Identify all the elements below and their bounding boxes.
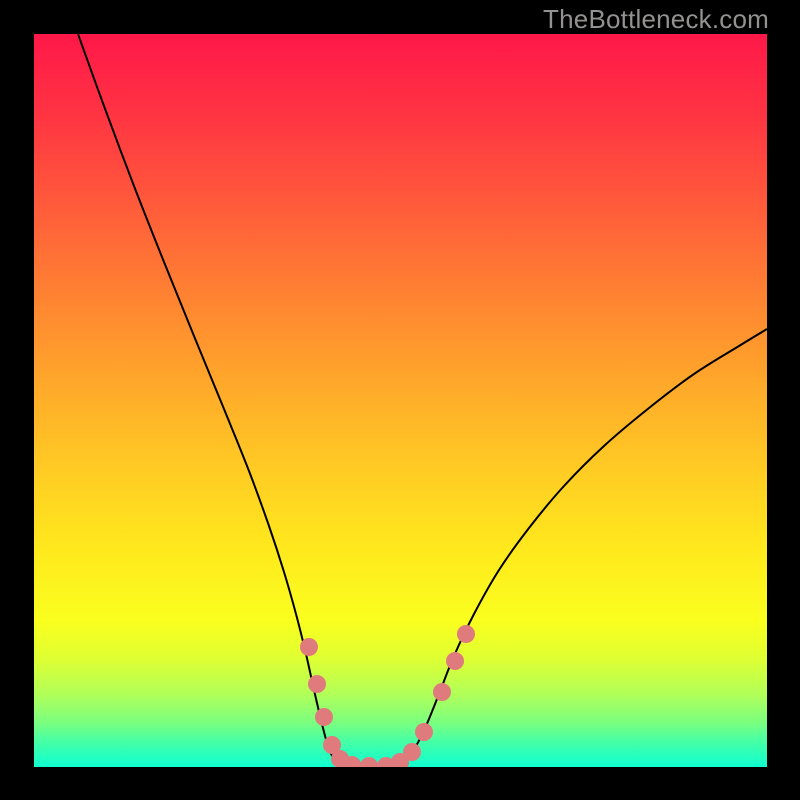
overlay-marker (300, 638, 318, 656)
plot-area (34, 34, 767, 767)
curve-layer (34, 34, 767, 767)
overlay-marker (446, 652, 464, 670)
overlay-marker (308, 675, 326, 693)
overlay-marker (360, 757, 378, 767)
overlay-markers (300, 625, 475, 767)
chart-frame: TheBottleneck.com (0, 0, 800, 800)
overlay-marker (457, 625, 475, 643)
overlay-marker (433, 683, 451, 701)
overlay-marker (403, 743, 421, 761)
overlay-marker (315, 708, 333, 726)
overlay-marker (415, 723, 433, 741)
watermark-text: TheBottleneck.com (543, 4, 769, 35)
bottleneck-curve (78, 34, 767, 766)
